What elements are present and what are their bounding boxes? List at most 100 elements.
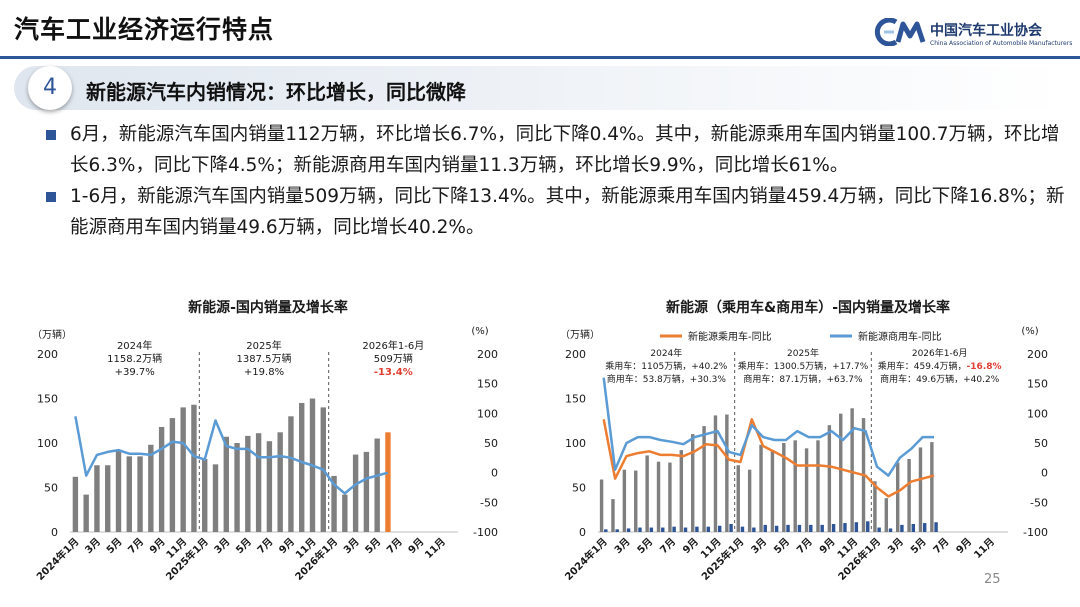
right-axis-tick-label: -100 <box>1023 526 1048 539</box>
bar <box>656 461 661 532</box>
bar <box>793 440 797 532</box>
bar <box>774 525 779 532</box>
bar <box>363 451 370 532</box>
bar <box>148 444 154 532</box>
slide-header: 汽车工业经济运行特点 中国汽车工业协会 China Association of… <box>0 0 1080 56</box>
annotation-growth: +19.8% <box>244 367 284 378</box>
bar <box>930 442 934 532</box>
bar <box>695 526 699 532</box>
left-axis-unit: （万辆） <box>32 328 72 341</box>
bar <box>729 523 733 532</box>
bar <box>922 523 927 532</box>
left-axis-tick-label: 150 <box>37 393 58 406</box>
bar <box>850 408 854 532</box>
annotation-year: 2024年 <box>117 339 152 352</box>
section-title: 新能源汽车内销情况：环比增长，同比微降 <box>86 80 466 104</box>
right-axis-tick-label: 200 <box>477 348 498 361</box>
logo-english-name: China Association of Automobile Manufact… <box>930 40 1073 47</box>
annotation-volume: 509万辆 <box>374 352 413 365</box>
x-tick-label: 7月 <box>126 536 146 556</box>
bar <box>759 444 763 532</box>
bar <box>866 521 870 532</box>
bar <box>202 459 208 532</box>
x-tick-label: 3月 <box>885 536 905 556</box>
left-axis-tick-label: 100 <box>565 437 586 450</box>
bar <box>158 426 165 532</box>
left-axis-tick-label: 200 <box>37 348 58 361</box>
page-number: 25 <box>984 572 1001 587</box>
growth-line <box>74 416 389 495</box>
bar <box>352 454 359 532</box>
bar <box>105 465 111 532</box>
bar <box>94 465 100 532</box>
x-tick-label: 5月 <box>363 536 383 556</box>
bar <box>634 470 638 532</box>
bullet-item: 6月，新能源汽车国内销量112万辆，环比增长6.7%，同比下降0.4%。其中，新… <box>46 119 1066 181</box>
bar <box>115 450 122 532</box>
bar <box>266 441 273 532</box>
bar <box>212 464 219 532</box>
x-tick-label: 2024年1月 <box>34 535 82 583</box>
x-tick-label: 7月 <box>931 536 951 556</box>
x-tick-label: 5月 <box>908 536 928 556</box>
caam-logo-icon <box>874 18 926 46</box>
annotation-passenger: 乘用车：1300.5万辆，+17.7% <box>738 360 869 372</box>
right-axis-tick-label: 50 <box>484 437 498 450</box>
bar <box>888 528 893 532</box>
chart-title: 新能源（乘用车&商用车）-国内销量及增长率 <box>666 299 950 316</box>
right-axis-tick-label: 0 <box>1041 467 1048 480</box>
bar <box>683 527 688 532</box>
right-axis-tick-label: -50 <box>480 496 498 509</box>
bar <box>645 455 649 532</box>
bar <box>854 522 859 532</box>
bar <box>839 413 843 532</box>
bar <box>918 447 923 532</box>
annotation-year: 2025年 <box>246 339 281 352</box>
bar <box>234 443 240 532</box>
annotation-year: 2026年1-6月 <box>362 339 424 352</box>
left-axis-tick-label: 100 <box>37 437 58 450</box>
right-axis-tick-label: 150 <box>477 378 498 391</box>
legend-label: 新能源商用车-同比 <box>858 330 942 343</box>
annotation-passenger: 乘用车：459.4万辆，-16.8% <box>878 360 1002 372</box>
x-tick-label: 3月 <box>749 536 769 556</box>
x-tick-label: 7月 <box>794 536 814 556</box>
bar <box>649 527 654 532</box>
bar <box>900 524 904 532</box>
bar <box>797 524 802 532</box>
bar <box>786 524 790 532</box>
bar <box>809 524 813 532</box>
x-tick-label: 2024年1月 <box>562 535 610 583</box>
bar <box>255 433 262 532</box>
annotation-commercial: 商用车：87.1万辆，+63.7% <box>743 373 863 385</box>
right-axis-tick-label: 150 <box>1027 378 1048 391</box>
bar <box>911 523 916 532</box>
bar <box>747 469 752 532</box>
bar <box>782 443 786 532</box>
bar <box>672 526 676 532</box>
x-tick-label: 7月 <box>658 536 678 556</box>
bar <box>83 494 89 532</box>
left-axis-unit: （万辆） <box>560 328 600 341</box>
bar <box>626 528 631 532</box>
section-banner <box>14 66 1064 110</box>
bar <box>180 407 186 532</box>
annotation-year: 2025年 <box>787 347 819 359</box>
right-axis-unit: (%) <box>471 326 488 337</box>
right-axis-unit: (%) <box>1021 326 1038 337</box>
bar <box>736 465 740 532</box>
x-tick-label: 3月 <box>212 536 232 556</box>
bar <box>706 526 711 532</box>
annotation-growth: +39.7% <box>115 367 155 378</box>
right-axis-tick-label: 200 <box>1027 348 1048 361</box>
bar <box>223 436 229 532</box>
x-tick-label: 7月 <box>255 536 275 556</box>
bar <box>126 456 132 532</box>
bar <box>385 432 391 532</box>
bar <box>277 432 283 532</box>
x-tick-label: 5月 <box>635 536 655 556</box>
x-tick-label: 11月 <box>972 536 997 561</box>
annotation-passenger-growth: -16.8% <box>967 362 1002 372</box>
right-axis-tick-label: -100 <box>473 526 498 539</box>
